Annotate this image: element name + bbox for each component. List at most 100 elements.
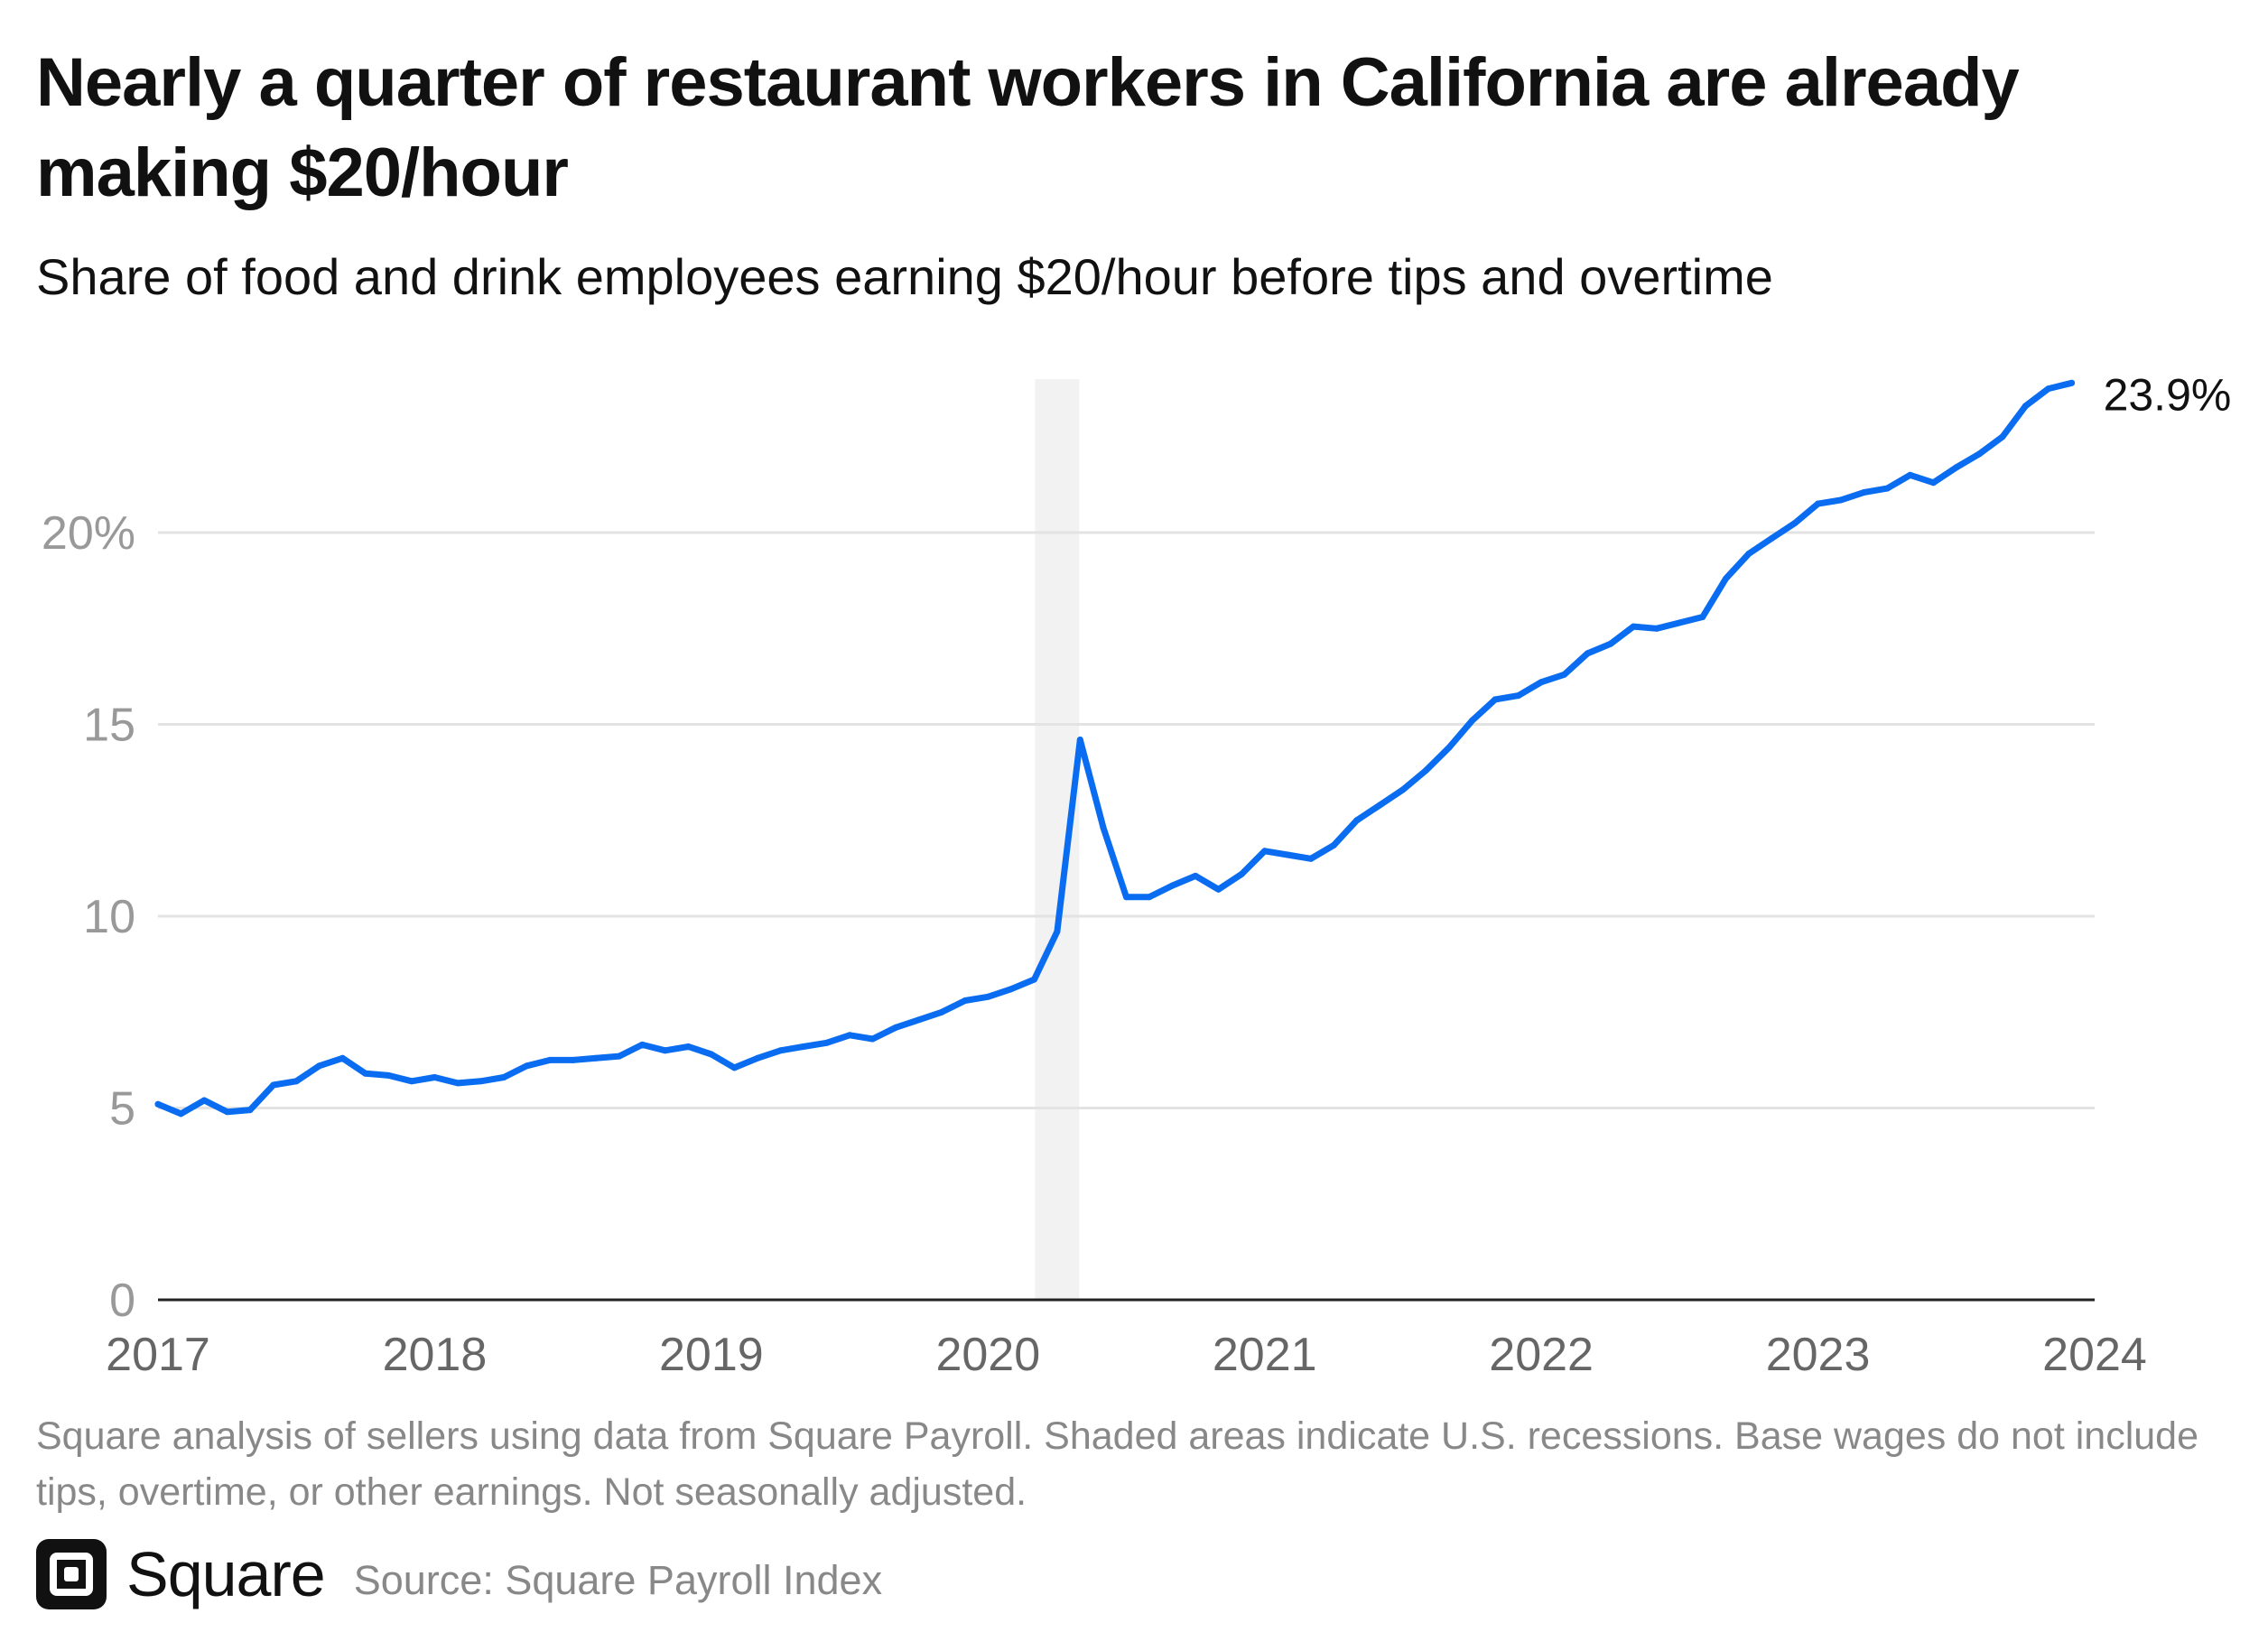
source-label: Source: Square Payroll Index	[353, 1557, 883, 1603]
data-point-19	[592, 1054, 600, 1062]
data-point-39	[1054, 928, 1061, 935]
x-axis-tick-labels: 2017 2018 2019 2020 2021 2022 2023 2024	[106, 1329, 2147, 1381]
chart-title: Nearly a quarter of restaurant workers i…	[36, 44, 2020, 211]
logo-dot	[64, 1567, 79, 1581]
data-point-34	[938, 1008, 945, 1015]
data-point-21	[638, 1041, 646, 1048]
data-point-31	[869, 1035, 877, 1043]
data-point-12	[431, 1074, 438, 1080]
data-points	[154, 379, 2076, 1117]
data-point-72	[1815, 500, 1822, 507]
data-point-13	[454, 1080, 461, 1087]
data-point-7	[316, 1062, 323, 1070]
data-point-82	[2045, 385, 2052, 393]
series-line	[154, 379, 2076, 1117]
data-point-8	[339, 1054, 346, 1062]
data-point-4	[246, 1107, 254, 1114]
data-point-76	[1907, 471, 1914, 478]
data-point-36	[984, 993, 991, 1000]
data-point-42	[1123, 894, 1129, 901]
data-point-24	[708, 1051, 715, 1058]
data-point-40	[1076, 737, 1083, 743]
data-point-28	[800, 1043, 807, 1050]
data-point-38	[1030, 976, 1037, 983]
chart-subtitle: Share of food and drink employees earnin…	[36, 248, 1773, 305]
data-point-20	[616, 1052, 623, 1060]
data-point-35	[962, 997, 969, 1004]
data-point-70	[1768, 534, 1775, 542]
data-point-62	[1584, 650, 1591, 657]
data-point-2	[200, 1097, 208, 1104]
y-tick-label-5: 5	[109, 1083, 135, 1136]
data-point-5	[270, 1081, 277, 1089]
data-point-16	[523, 1062, 530, 1070]
data-point-45	[1192, 872, 1199, 879]
data-point-30	[846, 1032, 853, 1039]
data-point-67	[1699, 614, 1706, 620]
data-point-10	[385, 1071, 392, 1079]
data-point-80	[1999, 433, 2006, 440]
data-point-79	[1975, 450, 1983, 458]
x-tick-label-2018: 2018	[383, 1329, 488, 1381]
data-point-63	[1607, 640, 1614, 647]
data-point-77	[1929, 479, 1937, 487]
recession-band-0	[1035, 379, 1080, 1300]
data-point-33	[916, 1016, 923, 1024]
data-point-17	[546, 1056, 553, 1063]
brand-name: Square	[126, 1539, 326, 1609]
data-point-49	[1284, 851, 1291, 858]
data-point-78	[1953, 464, 1960, 471]
data-point-57	[1469, 717, 1476, 724]
data-point-32	[892, 1024, 899, 1031]
data-point-37	[1008, 986, 1015, 993]
data-point-44	[1169, 882, 1176, 889]
data-point-3	[224, 1108, 231, 1116]
y-tick-label-20: 20%	[42, 507, 135, 560]
data-point-27	[776, 1047, 784, 1054]
data-point-18	[570, 1056, 577, 1063]
data-point-83	[2068, 379, 2076, 386]
data-point-69	[1745, 550, 1752, 557]
x-tick-label-2022: 2022	[1489, 1329, 1594, 1381]
data-point-26	[754, 1054, 761, 1062]
data-point-25	[730, 1064, 738, 1071]
data-point-75	[1883, 485, 1891, 492]
data-point-0	[154, 1100, 162, 1108]
data-point-50	[1307, 855, 1315, 862]
y-tick-label-0: 0	[109, 1275, 135, 1327]
data-point-71	[1791, 519, 1799, 526]
x-tick-label-2017: 2017	[106, 1329, 210, 1381]
data-point-29	[823, 1039, 831, 1046]
data-point-48	[1261, 848, 1269, 855]
logo-ring	[50, 1553, 93, 1596]
data-point-54	[1399, 786, 1407, 793]
data-point-55	[1422, 767, 1429, 774]
data-point-64	[1630, 623, 1637, 630]
x-tick-label-2024: 2024	[2042, 1329, 2147, 1381]
data-point-1	[177, 1110, 184, 1117]
data-point-47	[1238, 870, 1245, 877]
methodology-note: Square analysis of sellers using data fr…	[36, 1414, 2199, 1514]
data-point-41	[1100, 824, 1107, 831]
square-logo-icon	[36, 1539, 107, 1609]
data-point-22	[662, 1047, 669, 1054]
data-point-43	[1146, 894, 1153, 901]
data-point-53	[1376, 802, 1383, 809]
data-point-46	[1215, 886, 1222, 893]
data-point-58	[1492, 696, 1499, 703]
y-axis-tick-labels: 0 5 10 15 20%	[42, 507, 135, 1327]
data-point-65	[1653, 625, 1660, 632]
x-tick-label-2019: 2019	[659, 1329, 764, 1381]
data-point-51	[1330, 841, 1337, 848]
data-point-23	[684, 1043, 692, 1050]
data-point-60	[1538, 679, 1545, 686]
recession-shading-layer	[1035, 379, 1080, 1300]
data-point-81	[2022, 403, 2029, 410]
gridlines	[158, 531, 2095, 1109]
y-tick-label-10: 10	[83, 891, 135, 943]
data-point-73	[1837, 496, 1845, 504]
data-point-61	[1561, 671, 1568, 678]
data-point-15	[500, 1074, 507, 1080]
data-point-9	[362, 1070, 369, 1077]
